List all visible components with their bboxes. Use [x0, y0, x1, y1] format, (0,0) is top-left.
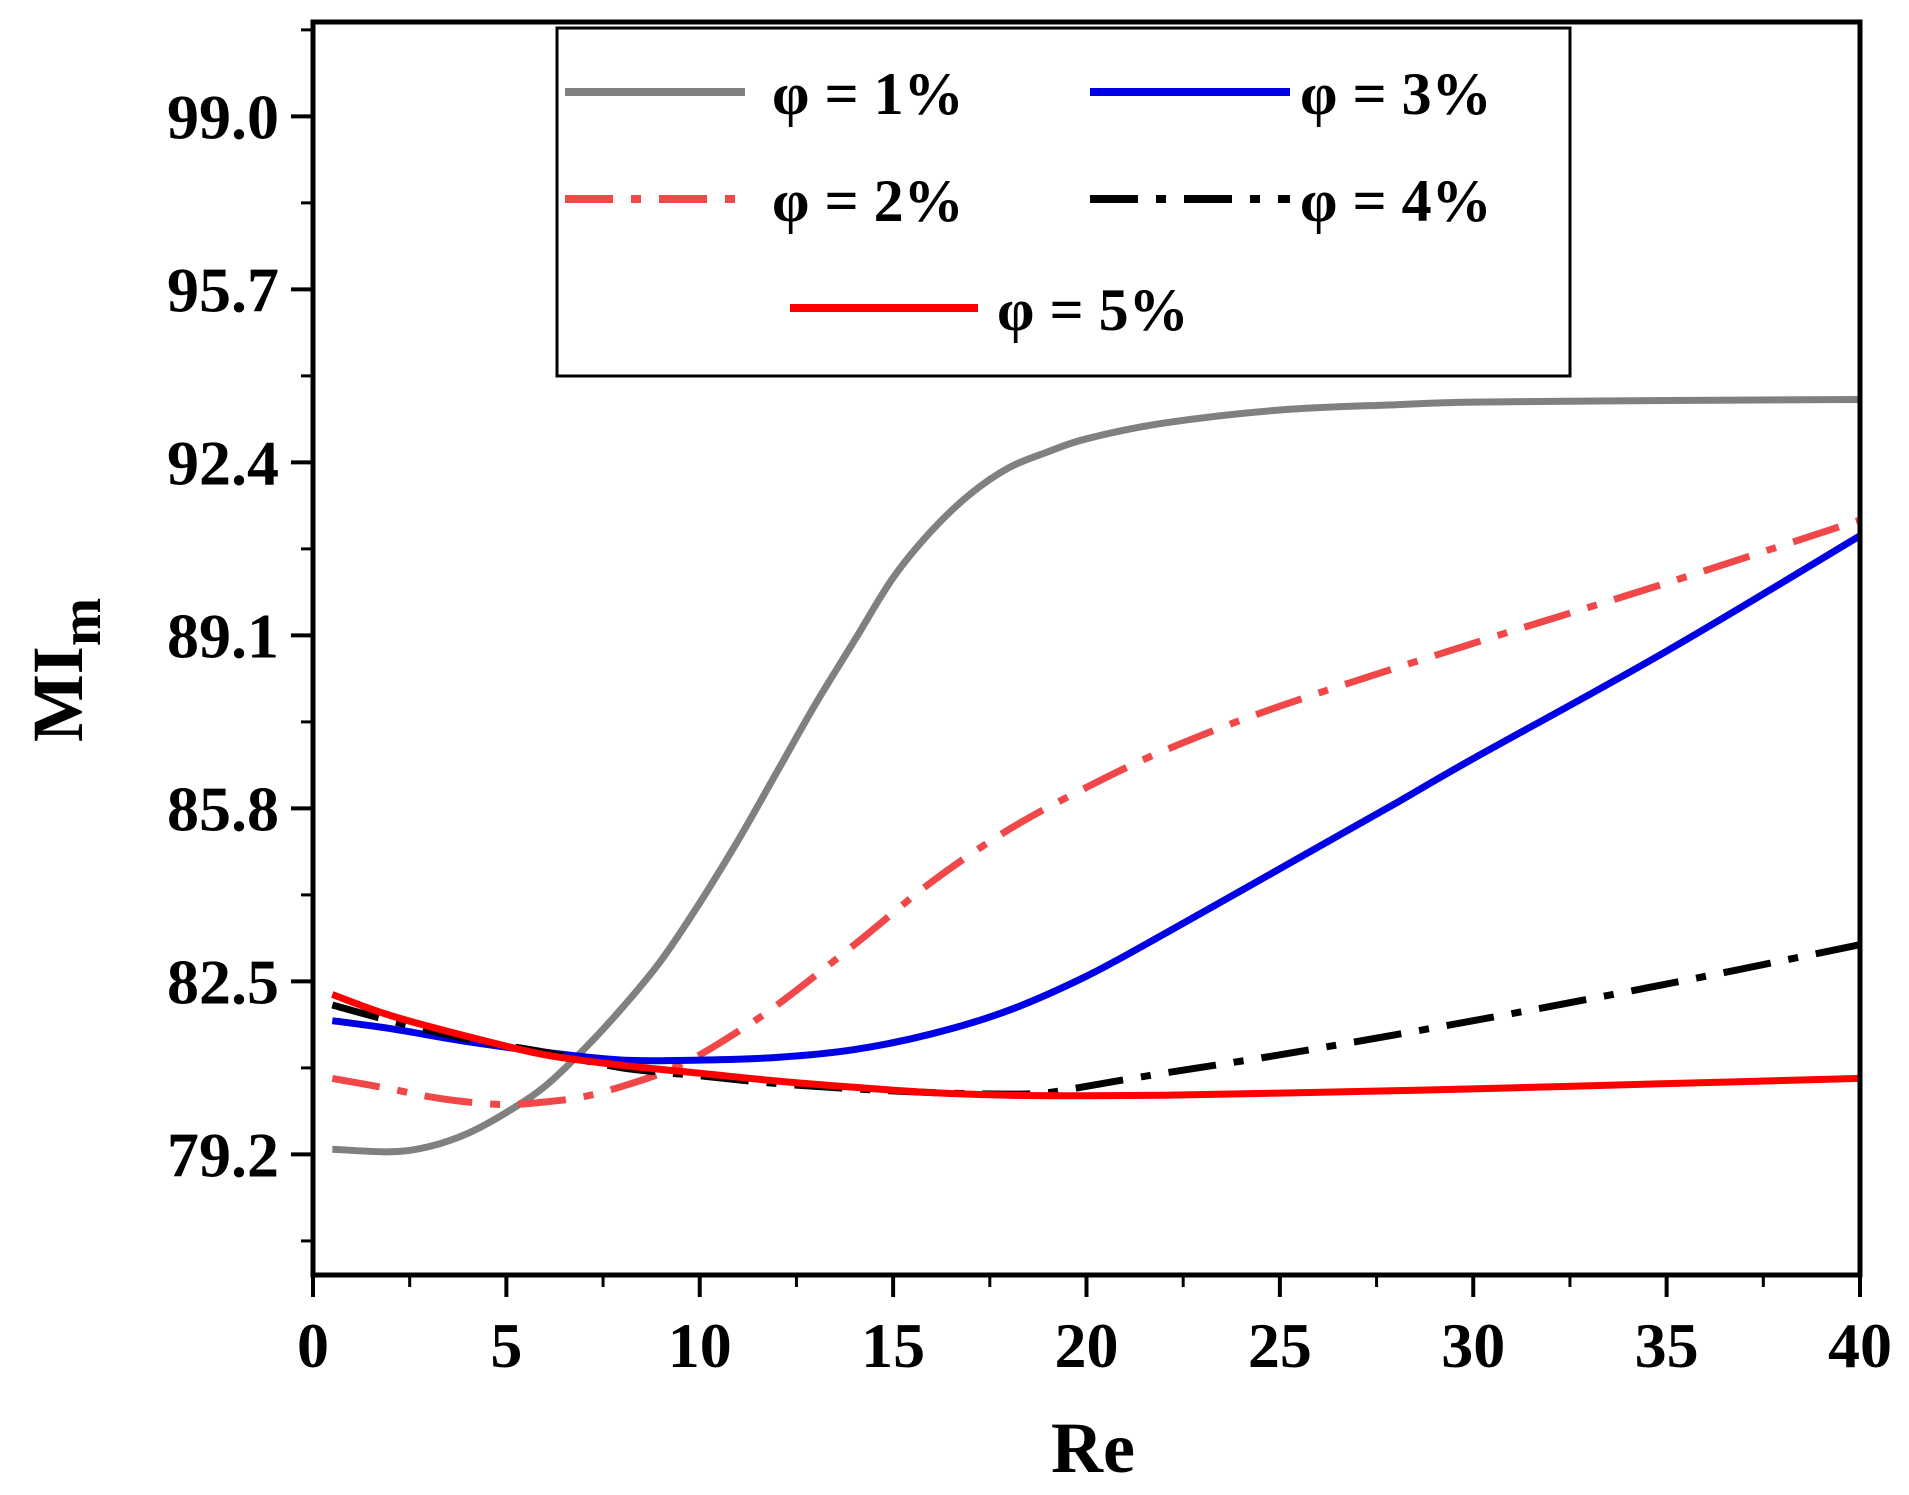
- y-tick-label: 95.7: [167, 254, 279, 325]
- y-tick-label: 92.4: [167, 427, 279, 498]
- x-tick-label: 35: [1635, 1310, 1699, 1381]
- legend-label-4: φ = 4%: [1300, 168, 1492, 234]
- x-tick-label: 20: [1055, 1310, 1119, 1381]
- series-line-3: [331, 532, 1860, 1065]
- y-tick-label: 82.5: [167, 946, 279, 1017]
- legend: φ = 1% φ = 2% φ = 3% φ = 4% φ = 5%: [555, 26, 1572, 378]
- x-tick-label: 30: [1441, 1310, 1505, 1381]
- legend-label-3: φ = 3%: [1300, 61, 1492, 127]
- x-axis-title: Re: [1051, 1408, 1135, 1488]
- x-tick-label: 0: [297, 1310, 329, 1381]
- y-tick-label: 79.2: [167, 1119, 279, 1190]
- series-layer: [331, 396, 1860, 1156]
- y-axis-title-subscript: m: [48, 598, 113, 646]
- legend-label-5: φ = 5%: [997, 277, 1189, 343]
- y-tick-label: 89.1: [167, 600, 279, 671]
- x-tick-label: 40: [1828, 1310, 1892, 1381]
- x-tick-label: 5: [490, 1310, 522, 1381]
- y-tick-label: 99.0: [167, 81, 279, 152]
- x-tick-label: 15: [861, 1310, 925, 1381]
- series-line-5: [331, 991, 1860, 1100]
- series-line-1: [332, 396, 1860, 1156]
- ticks-layer: 0 5 10 15 20 25 30 35 40 79.2 82.5 85.8 89.1 92.4 95.7…: [167, 28, 1892, 1381]
- x-tick-label: 25: [1248, 1310, 1312, 1381]
- legend-label-2: φ = 2%: [772, 168, 964, 234]
- y-axis-title-main: MI: [18, 646, 98, 742]
- legend-label-1: φ = 1%: [772, 61, 964, 127]
- x-tick-label: 10: [668, 1310, 732, 1381]
- svg-text:MIm: MIm: [18, 598, 113, 742]
- y-axis-title: MIm: [18, 598, 113, 742]
- y-tick-label: 85.8: [167, 773, 279, 844]
- series-line-2: [331, 516, 1860, 1109]
